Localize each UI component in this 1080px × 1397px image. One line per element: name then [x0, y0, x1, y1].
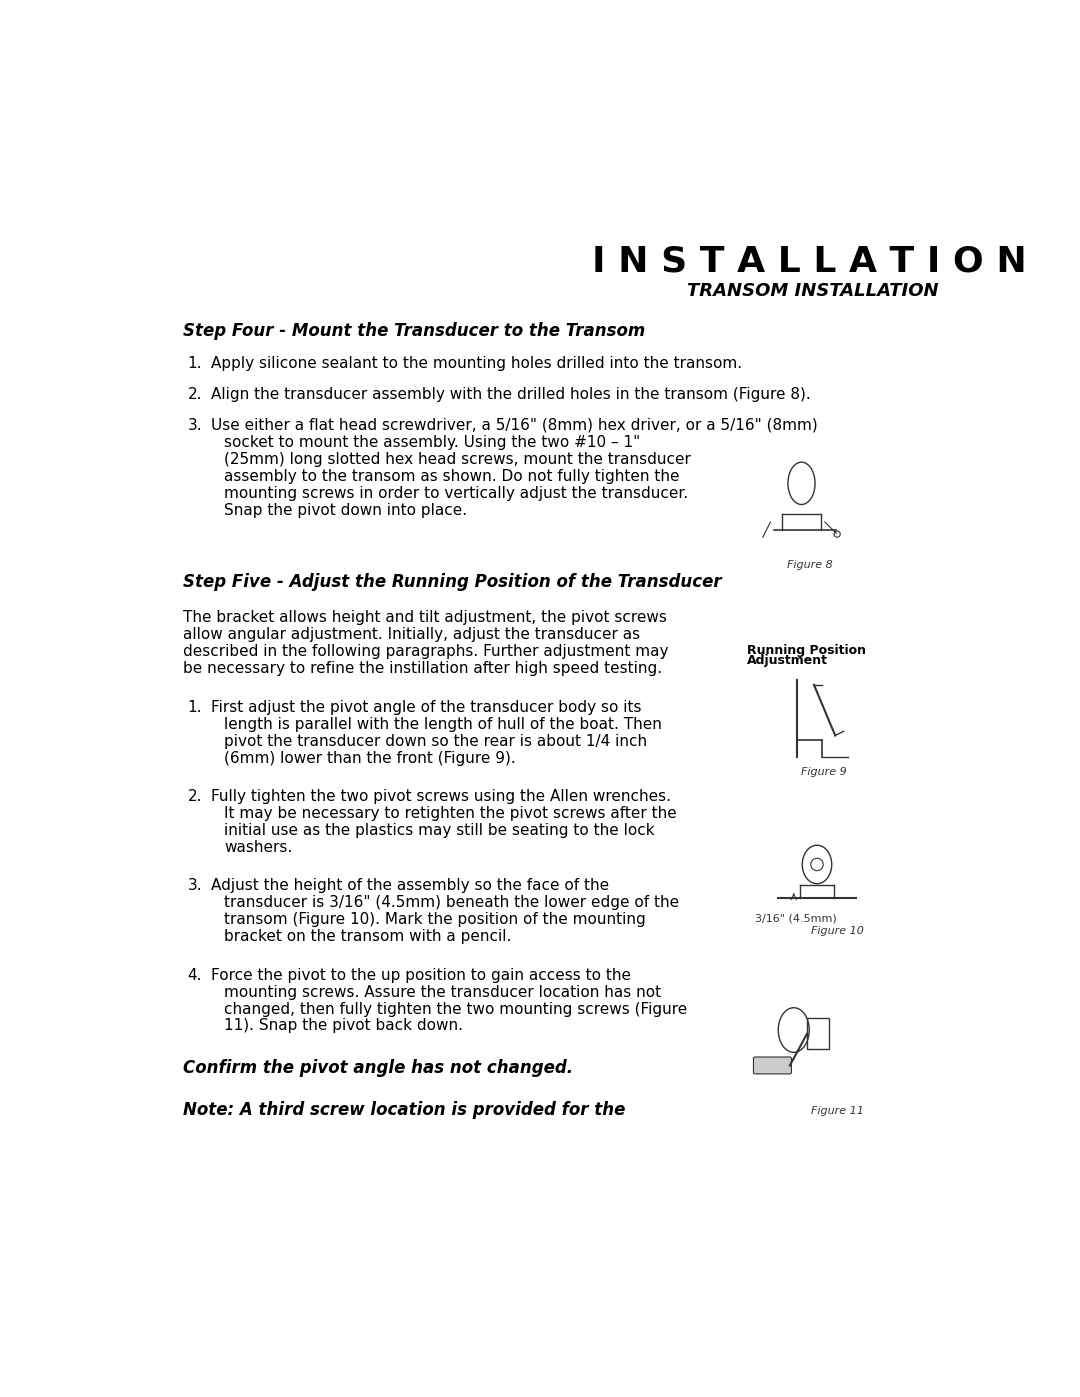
Text: Snap the pivot down into place.: Snap the pivot down into place. [225, 503, 468, 518]
Text: The bracket allows height and tilt adjustment, the pivot screws: The bracket allows height and tilt adjus… [183, 610, 667, 626]
Text: Confirm the pivot angle has not changed.: Confirm the pivot angle has not changed. [183, 1059, 573, 1077]
Text: It may be necessary to retighten the pivot screws after the: It may be necessary to retighten the piv… [225, 806, 677, 821]
Text: Figure 8: Figure 8 [786, 560, 833, 570]
Text: 3/16" (4.5mm): 3/16" (4.5mm) [755, 914, 837, 923]
Text: mounting screws. Assure the transducer location has not: mounting screws. Assure the transducer l… [225, 985, 661, 1000]
Text: socket to mount the assembly. Using the two #10 – 1": socket to mount the assembly. Using the … [225, 434, 640, 450]
Text: (25mm) long slotted hex head screws, mount the transducer: (25mm) long slotted hex head screws, mou… [225, 451, 691, 467]
Text: allow angular adjustment. Initially, adjust the transducer as: allow angular adjustment. Initially, adj… [183, 627, 640, 643]
Text: pivot the transducer down so the rear is about 1/4 inch: pivot the transducer down so the rear is… [225, 733, 647, 749]
Text: 2.: 2. [188, 789, 202, 805]
Text: Note: A third screw location is provided for the: Note: A third screw location is provided… [183, 1101, 625, 1119]
Text: bracket on the transom with a pencil.: bracket on the transom with a pencil. [225, 929, 512, 944]
Text: assembly to the transom as shown. Do not fully tighten the: assembly to the transom as shown. Do not… [225, 469, 679, 483]
Text: 3.: 3. [188, 879, 202, 893]
Text: Fully tighten the two pivot screws using the Allen wrenches.: Fully tighten the two pivot screws using… [211, 789, 671, 805]
Text: described in the following paragraphs. Further adjustment may: described in the following paragraphs. F… [183, 644, 669, 659]
Text: length is parallel with the length of hull of the boat. Then: length is parallel with the length of hu… [225, 717, 662, 732]
Text: I N S T A L L A T I O N: I N S T A L L A T I O N [592, 244, 1027, 278]
Text: Running Position: Running Position [747, 644, 866, 657]
Text: Figure 10: Figure 10 [811, 926, 864, 936]
Text: Force the pivot to the up position to gain access to the: Force the pivot to the up position to ga… [211, 968, 631, 982]
Text: Adjust the height of the assembly so the face of the: Adjust the height of the assembly so the… [211, 879, 609, 893]
Text: TRANSOM INSTALLATION: TRANSOM INSTALLATION [687, 282, 939, 299]
Text: (6mm) lower than the front (Figure 9).: (6mm) lower than the front (Figure 9). [225, 750, 516, 766]
Bar [807, 1018, 828, 1049]
FancyBboxPatch shape [754, 1058, 792, 1074]
Text: Use either a flat head screwdriver, a 5/16" (8mm) hex driver, or a 5/16" (8mm): Use either a flat head screwdriver, a 5/… [211, 418, 818, 433]
Text: changed, then fully tighten the two mounting screws (Figure: changed, then fully tighten the two moun… [225, 1002, 687, 1017]
Text: washers.: washers. [225, 840, 293, 855]
Text: Apply silicone sealant to the mounting holes drilled into the transom.: Apply silicone sealant to the mounting h… [211, 356, 742, 372]
Text: initial use as the plastics may still be seating to the lock: initial use as the plastics may still be… [225, 823, 654, 838]
Text: Figure 9: Figure 9 [800, 767, 847, 777]
Text: transducer is 3/16" (4.5mm) beneath the lower edge of the: transducer is 3/16" (4.5mm) beneath the … [225, 895, 679, 911]
Text: be necessary to refine the instillation after high speed testing.: be necessary to refine the instillation … [183, 661, 662, 676]
Text: Adjustment: Adjustment [747, 654, 828, 668]
Text: Align the transducer assembly with the drilled holes in the transom (Figure 8).: Align the transducer assembly with the d… [211, 387, 811, 402]
Text: mounting screws in order to vertically adjust the transducer.: mounting screws in order to vertically a… [225, 486, 688, 500]
Text: Step Five - Adjust the Running Position of the Transducer: Step Five - Adjust the Running Position … [183, 573, 721, 591]
Text: Step Four - Mount the Transducer to the Transom: Step Four - Mount the Transducer to the … [183, 321, 646, 339]
Text: 3.: 3. [188, 418, 202, 433]
Text: transom (Figure 10). Mark the position of the mounting: transom (Figure 10). Mark the position o… [225, 912, 646, 928]
Text: 1.: 1. [188, 356, 202, 372]
Text: 4.: 4. [188, 968, 202, 982]
Text: 11). Snap the pivot back down.: 11). Snap the pivot back down. [225, 1018, 463, 1034]
Text: First adjust the pivot angle of the transducer body so its: First adjust the pivot angle of the tran… [211, 700, 642, 715]
Text: 2.: 2. [188, 387, 202, 402]
Text: 1.: 1. [188, 700, 202, 715]
Text: Figure 11: Figure 11 [811, 1105, 864, 1115]
